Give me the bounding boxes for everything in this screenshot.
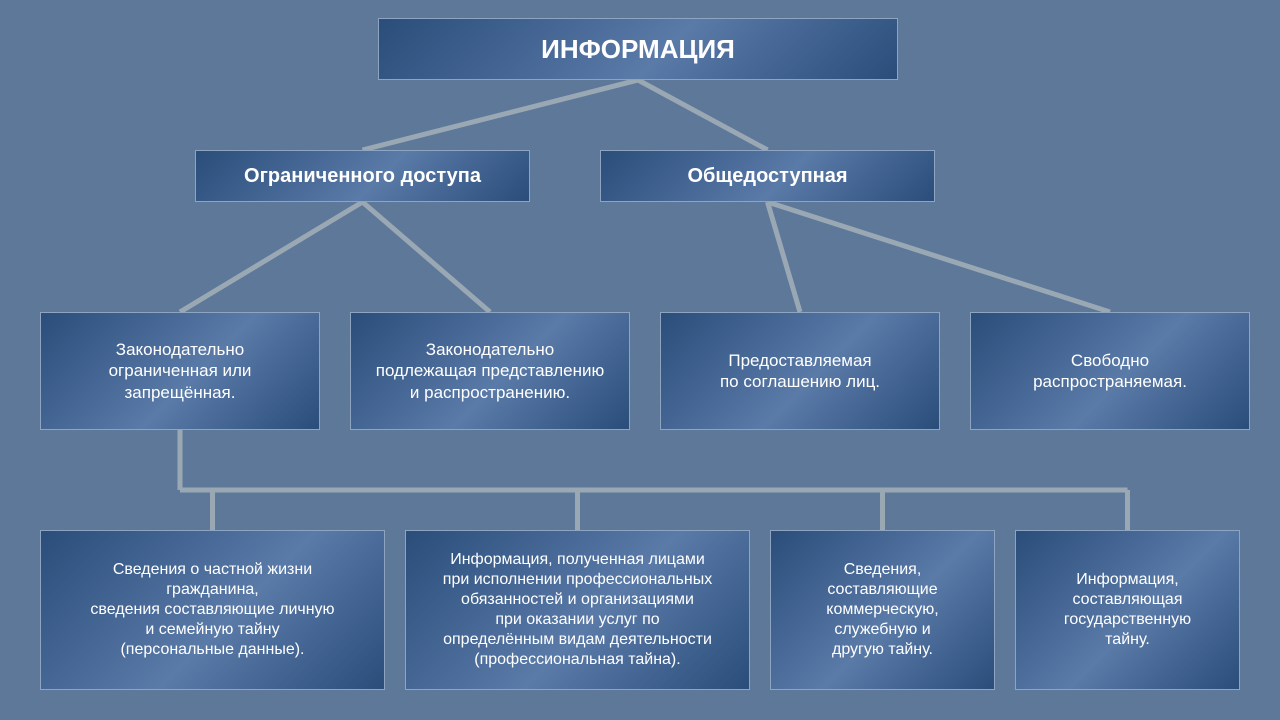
node-l3c: Предоставляемая по соглашению лиц. — [660, 312, 940, 430]
node-l3a: Законодательно ограниченная или запрещён… — [40, 312, 320, 430]
node-l3b: Законодательно подлежащая представлению … — [350, 312, 630, 430]
node-l4d-label: Информация, составляющая государственную… — [1064, 570, 1191, 650]
node-root-label: ИНФОРМАЦИЯ — [541, 33, 735, 66]
node-l4b: Информация, полученная лицами при исполн… — [405, 530, 750, 690]
node-l4d: Информация, составляющая государственную… — [1015, 530, 1240, 690]
node-l3a-label: Законодательно ограниченная или запрещён… — [109, 339, 252, 403]
node-public: Общедоступная — [600, 150, 935, 202]
node-l4a-label: Сведения о частной жизни гражданина, све… — [90, 560, 334, 660]
node-l3c-label: Предоставляемая по соглашению лиц. — [720, 350, 880, 393]
diagram-stage: ИНФОРМАЦИЯ Ограниченного доступа Общедос… — [0, 0, 1280, 720]
node-restricted: Ограниченного доступа — [195, 150, 530, 202]
node-l3d-label: Свободно распространяемая. — [1033, 350, 1187, 393]
node-root: ИНФОРМАЦИЯ — [378, 18, 898, 80]
node-l4c: Сведения, составляющие коммерческую, слу… — [770, 530, 995, 690]
node-l4a: Сведения о частной жизни гражданина, све… — [40, 530, 385, 690]
node-l3b-label: Законодательно подлежащая представлению … — [376, 339, 604, 403]
node-public-label: Общедоступная — [687, 164, 847, 189]
node-l4b-label: Информация, полученная лицами при исполн… — [443, 550, 712, 670]
node-restricted-label: Ограниченного доступа — [244, 164, 481, 189]
node-l4c-label: Сведения, составляющие коммерческую, слу… — [826, 560, 938, 660]
node-l3d: Свободно распространяемая. — [970, 312, 1250, 430]
